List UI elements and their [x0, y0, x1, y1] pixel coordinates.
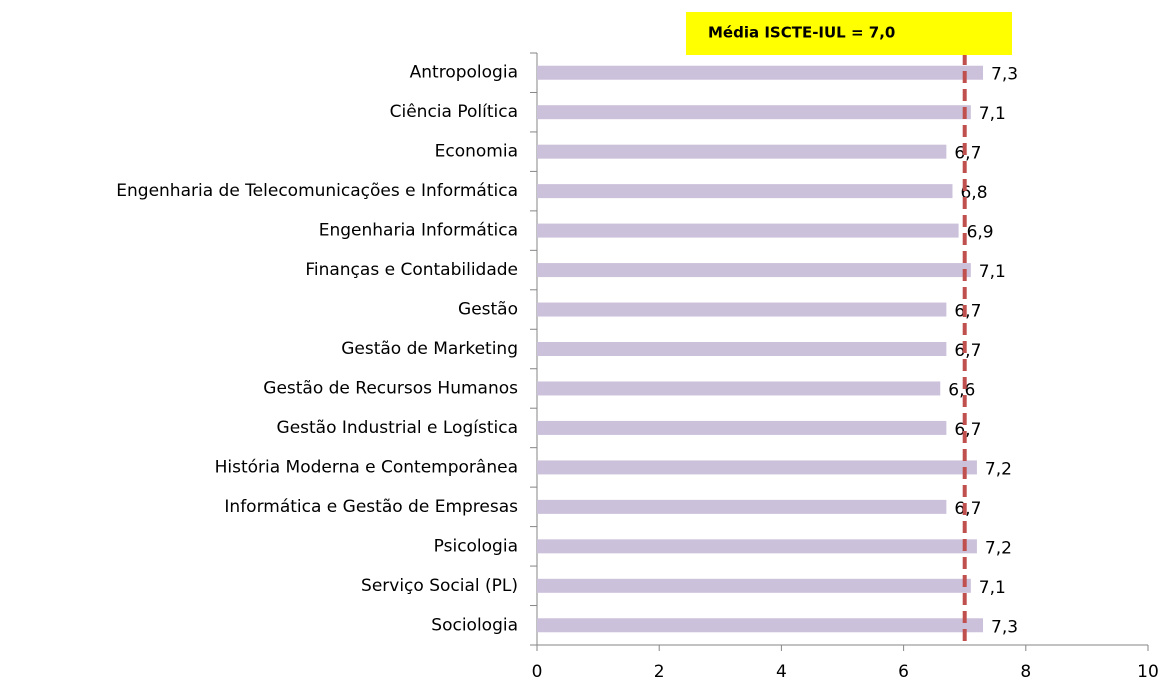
x-tick-label: 0 — [532, 662, 543, 682]
category-label: Gestão de Recursos Humanos — [263, 378, 518, 398]
value-label: 7,1 — [979, 104, 1006, 124]
bar — [537, 184, 953, 199]
bar — [537, 539, 977, 554]
value-label: 6,7 — [954, 144, 981, 164]
value-label: 6,9 — [967, 223, 994, 243]
value-label: 7,1 — [979, 578, 1006, 598]
bar — [537, 460, 977, 475]
bar — [537, 65, 984, 80]
bar — [537, 381, 941, 396]
bar — [537, 302, 947, 317]
value-label: 6,7 — [954, 341, 981, 361]
category-label: Sociologia — [431, 615, 518, 635]
x-tick-label: 10 — [1137, 662, 1159, 682]
value-label: 7,2 — [985, 538, 1012, 558]
value-label: 6,8 — [960, 183, 987, 203]
value-label: 7,2 — [985, 459, 1012, 479]
bar — [537, 578, 971, 593]
value-label: 7,3 — [991, 617, 1018, 637]
x-tick-label: 6 — [898, 662, 909, 682]
category-label: Ciência Política — [390, 102, 518, 122]
category-label: Finanças e Contabilidade — [305, 260, 518, 280]
value-label: 7,3 — [991, 65, 1018, 85]
bar — [537, 499, 947, 514]
bar — [537, 618, 984, 633]
category-label: Gestão Industrial e Logística — [277, 418, 518, 438]
value-label: 6,6 — [948, 380, 975, 400]
annotation-box — [686, 12, 1012, 55]
category-label: Serviço Social (PL) — [361, 576, 518, 596]
annotation-label: Média ISCTE-IUL = 7,0 — [708, 24, 895, 42]
category-label: Gestão de Marketing — [341, 339, 518, 359]
category-label: História Moderna e Contemporânea — [215, 457, 518, 477]
category-label: Informática e Gestão de Empresas — [224, 497, 518, 517]
bar — [537, 105, 971, 120]
bar — [537, 420, 947, 435]
category-label: Engenharia Informática — [319, 221, 518, 241]
bar — [537, 144, 947, 159]
value-label: 7,1 — [979, 262, 1006, 282]
x-tick-label: 2 — [654, 662, 665, 682]
x-tick-label: 4 — [776, 662, 787, 682]
category-label: Antropologia — [410, 63, 518, 83]
x-tick-label: 8 — [1020, 662, 1031, 682]
bar — [537, 223, 959, 238]
value-label: 6,7 — [954, 302, 981, 322]
category-label: Engenharia de Telecomunicações e Informá… — [116, 181, 518, 201]
value-label: 6,7 — [954, 499, 981, 519]
bar — [537, 342, 947, 356]
category-label: Economia — [435, 142, 518, 162]
bar — [537, 263, 971, 278]
category-label: Psicologia — [434, 536, 518, 556]
category-label: Gestão — [458, 300, 518, 320]
value-label: 6,7 — [954, 420, 981, 440]
